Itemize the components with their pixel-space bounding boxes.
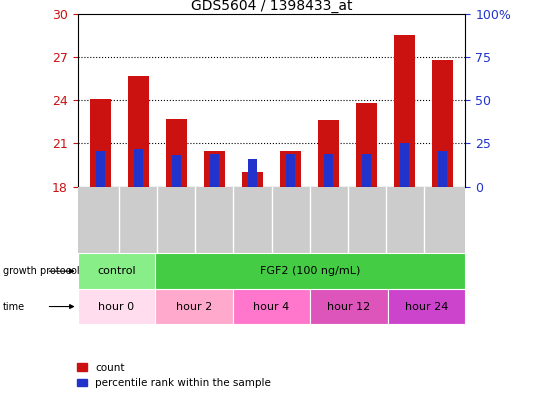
Bar	[286, 154, 295, 187]
Text: hour 12: hour 12	[327, 301, 371, 312]
Text: time: time	[3, 301, 25, 312]
Text: hour 4: hour 4	[254, 301, 289, 312]
Bar	[96, 151, 104, 187]
Bar	[78, 289, 155, 324]
Title: GDS5604 / 1398433_at: GDS5604 / 1398433_at	[191, 0, 352, 13]
Bar	[324, 154, 333, 187]
Text: growth protocol: growth protocol	[3, 266, 79, 276]
Bar	[439, 151, 447, 187]
Bar	[356, 103, 377, 187]
Text: control: control	[97, 266, 136, 276]
Bar	[432, 60, 453, 187]
Bar	[155, 289, 233, 324]
Text: hour 0: hour 0	[98, 301, 134, 312]
Bar	[280, 151, 301, 187]
Bar	[388, 289, 465, 324]
Bar	[90, 99, 111, 187]
Bar	[362, 154, 371, 187]
Bar	[78, 253, 155, 289]
Bar	[155, 253, 465, 289]
Text: FGF2 (100 ng/mL): FGF2 (100 ng/mL)	[260, 266, 361, 276]
Bar	[310, 289, 388, 324]
Bar	[128, 76, 149, 187]
Bar	[394, 35, 415, 187]
Bar	[233, 289, 310, 324]
Bar	[400, 143, 409, 187]
Bar	[318, 120, 339, 187]
Legend: count, percentile rank within the sample: count, percentile rank within the sample	[78, 363, 271, 388]
Bar	[204, 151, 225, 187]
Bar	[134, 149, 143, 187]
Bar	[166, 119, 187, 187]
Text: hour 24: hour 24	[405, 301, 448, 312]
Bar	[172, 155, 181, 187]
Text: hour 2: hour 2	[176, 301, 212, 312]
Bar	[248, 158, 257, 187]
Bar	[210, 154, 219, 187]
Bar	[242, 172, 263, 187]
